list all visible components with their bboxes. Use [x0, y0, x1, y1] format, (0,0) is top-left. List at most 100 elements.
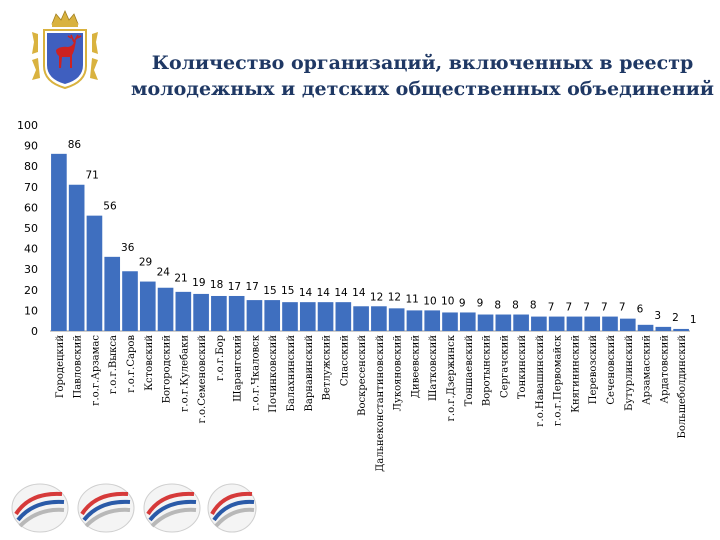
y-tick-label: 20	[24, 284, 38, 297]
category-label: г.о.Навашинский	[535, 335, 546, 427]
data-label: 8	[494, 300, 501, 312]
deer-icon	[56, 34, 82, 68]
y-tick-label: 50	[24, 222, 38, 235]
category-label: Шарангский	[233, 335, 244, 402]
category-label: г.о.г.Саров	[126, 335, 137, 393]
y-tick-label: 80	[24, 160, 38, 173]
category-label: г.о.Семеновский	[197, 335, 208, 424]
bar	[264, 300, 281, 331]
category-label: Ветлужский	[322, 335, 333, 401]
tricolor-swoosh-logo-icon	[11, 483, 69, 533]
data-label: 7	[565, 302, 572, 314]
data-label: 7	[548, 302, 555, 314]
bar	[566, 316, 583, 331]
bar	[335, 302, 352, 331]
bar	[619, 318, 636, 331]
category-label: Большеболдинский	[677, 335, 688, 439]
title-line-2: молодежных и детских общественных объеди…	[131, 78, 714, 100]
data-label: 86	[68, 139, 82, 151]
bar	[673, 328, 689, 331]
category-label: Княгининский	[570, 335, 581, 413]
data-label: 7	[583, 302, 590, 314]
data-label: 71	[85, 170, 98, 182]
data-label: 14	[334, 287, 348, 299]
bar	[139, 281, 156, 331]
bar	[513, 314, 529, 331]
category-label: Шатковский	[428, 335, 439, 401]
bar	[175, 291, 192, 331]
category-label: г.о.г.Бор	[215, 335, 226, 381]
bar	[531, 316, 547, 331]
data-label: 1	[690, 314, 697, 326]
y-tick-label: 10	[24, 304, 38, 317]
data-label: 18	[210, 279, 223, 291]
category-label: Воскресенский	[357, 335, 368, 416]
bar	[51, 153, 67, 331]
data-label: 15	[281, 285, 294, 297]
data-label: 8	[530, 300, 537, 312]
bar	[602, 316, 618, 331]
data-label: 7	[601, 302, 608, 314]
bar	[655, 326, 672, 331]
data-label: 24	[157, 267, 171, 279]
bar	[406, 310, 423, 331]
category-label: Балахнинский	[286, 335, 297, 412]
bar	[246, 300, 263, 331]
y-tick-label: 40	[24, 243, 38, 256]
category-label: Сеченовский	[606, 335, 617, 405]
category-label: Спасский	[339, 335, 350, 386]
bar	[371, 306, 387, 331]
category-label: Сергачский	[499, 335, 510, 398]
data-label: 14	[352, 287, 366, 299]
category-label: Тоншаевский	[464, 335, 475, 407]
data-label: 21	[174, 273, 187, 285]
bar	[548, 316, 565, 331]
category-label: Ардатовский	[659, 335, 670, 404]
category-label: г.о.г.Арзамас	[90, 335, 101, 406]
bar	[584, 316, 601, 331]
tricolor-swoosh-logo-icon	[143, 483, 201, 533]
category-label: Дальнеконстантиновский	[375, 335, 386, 472]
bar	[193, 293, 209, 331]
category-label: Кстовский	[144, 335, 155, 391]
title-line-1: Количество организаций, включенных в рее…	[151, 52, 694, 74]
category-label: Городецкий	[55, 335, 66, 398]
data-label: 19	[192, 277, 205, 289]
slide-title: Количество организаций, включенных в рее…	[130, 50, 715, 102]
bar	[317, 302, 334, 331]
bar	[495, 314, 512, 331]
data-label: 14	[317, 287, 331, 299]
category-label: Дивеевский	[410, 335, 421, 398]
category-label: Варнавинский	[304, 335, 315, 412]
bar	[122, 271, 138, 331]
data-label: 7	[619, 302, 626, 314]
bar	[442, 312, 458, 331]
bar	[211, 295, 227, 331]
data-label: 11	[405, 293, 418, 305]
tricolor-swoosh-logo-icon	[77, 483, 135, 533]
bar	[68, 184, 85, 331]
crown-icon	[51, 10, 79, 27]
data-label: 10	[423, 295, 436, 307]
bar	[282, 302, 298, 331]
data-label: 9	[459, 297, 466, 309]
bar	[388, 308, 405, 331]
bar	[353, 306, 369, 331]
data-label: 6	[637, 304, 644, 316]
category-label: Перевозский	[588, 335, 599, 405]
bar	[104, 256, 121, 331]
data-label: 36	[121, 242, 135, 254]
data-label: 14	[299, 287, 313, 299]
data-label: 56	[103, 201, 117, 213]
bar	[424, 310, 441, 331]
category-label: Починковский	[268, 335, 279, 413]
coat-of-arms-icon	[32, 10, 98, 90]
data-label: 12	[388, 291, 401, 303]
y-tick-label: 0	[31, 325, 38, 338]
data-label: 10	[441, 295, 454, 307]
y-tick-label: 30	[24, 263, 38, 276]
tricolor-swoosh-logo-icon	[207, 483, 257, 533]
data-label: 3	[654, 310, 661, 322]
y-tick-label: 60	[24, 201, 38, 214]
